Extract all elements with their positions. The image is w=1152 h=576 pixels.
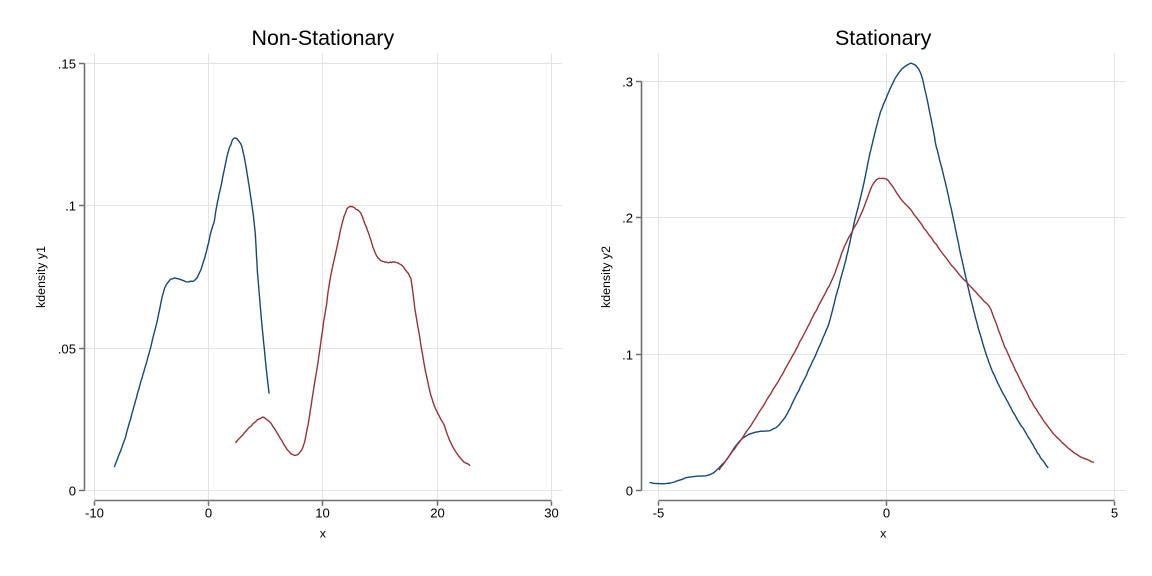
svg-text:0: 0 (205, 505, 212, 520)
svg-text:0: 0 (626, 483, 633, 498)
svg-text:.05: .05 (58, 341, 76, 356)
svg-text:10: 10 (315, 505, 330, 520)
svg-text:.3: .3 (622, 74, 633, 89)
svg-text:x: x (880, 527, 887, 541)
svg-text:30: 30 (544, 505, 559, 520)
svg-text:kdensity y1: kdensity y1 (34, 246, 48, 308)
svg-text:.2: .2 (622, 210, 633, 225)
svg-text:Stationary: Stationary (835, 26, 932, 50)
svg-text:0: 0 (69, 483, 76, 498)
svg-text:kdensity y2: kdensity y2 (599, 246, 613, 308)
svg-text:-10: -10 (85, 505, 104, 520)
svg-text:-5: -5 (653, 505, 665, 520)
svg-text:.1: .1 (622, 347, 633, 362)
svg-text:Non-Stationary: Non-Stationary (252, 26, 395, 50)
svg-text:.15: .15 (58, 56, 76, 71)
svg-text:20: 20 (430, 505, 445, 520)
svg-text:5: 5 (1111, 505, 1118, 520)
svg-text:.1: .1 (65, 198, 76, 213)
svg-text:x: x (320, 527, 327, 541)
svg-text:0: 0 (883, 505, 890, 520)
